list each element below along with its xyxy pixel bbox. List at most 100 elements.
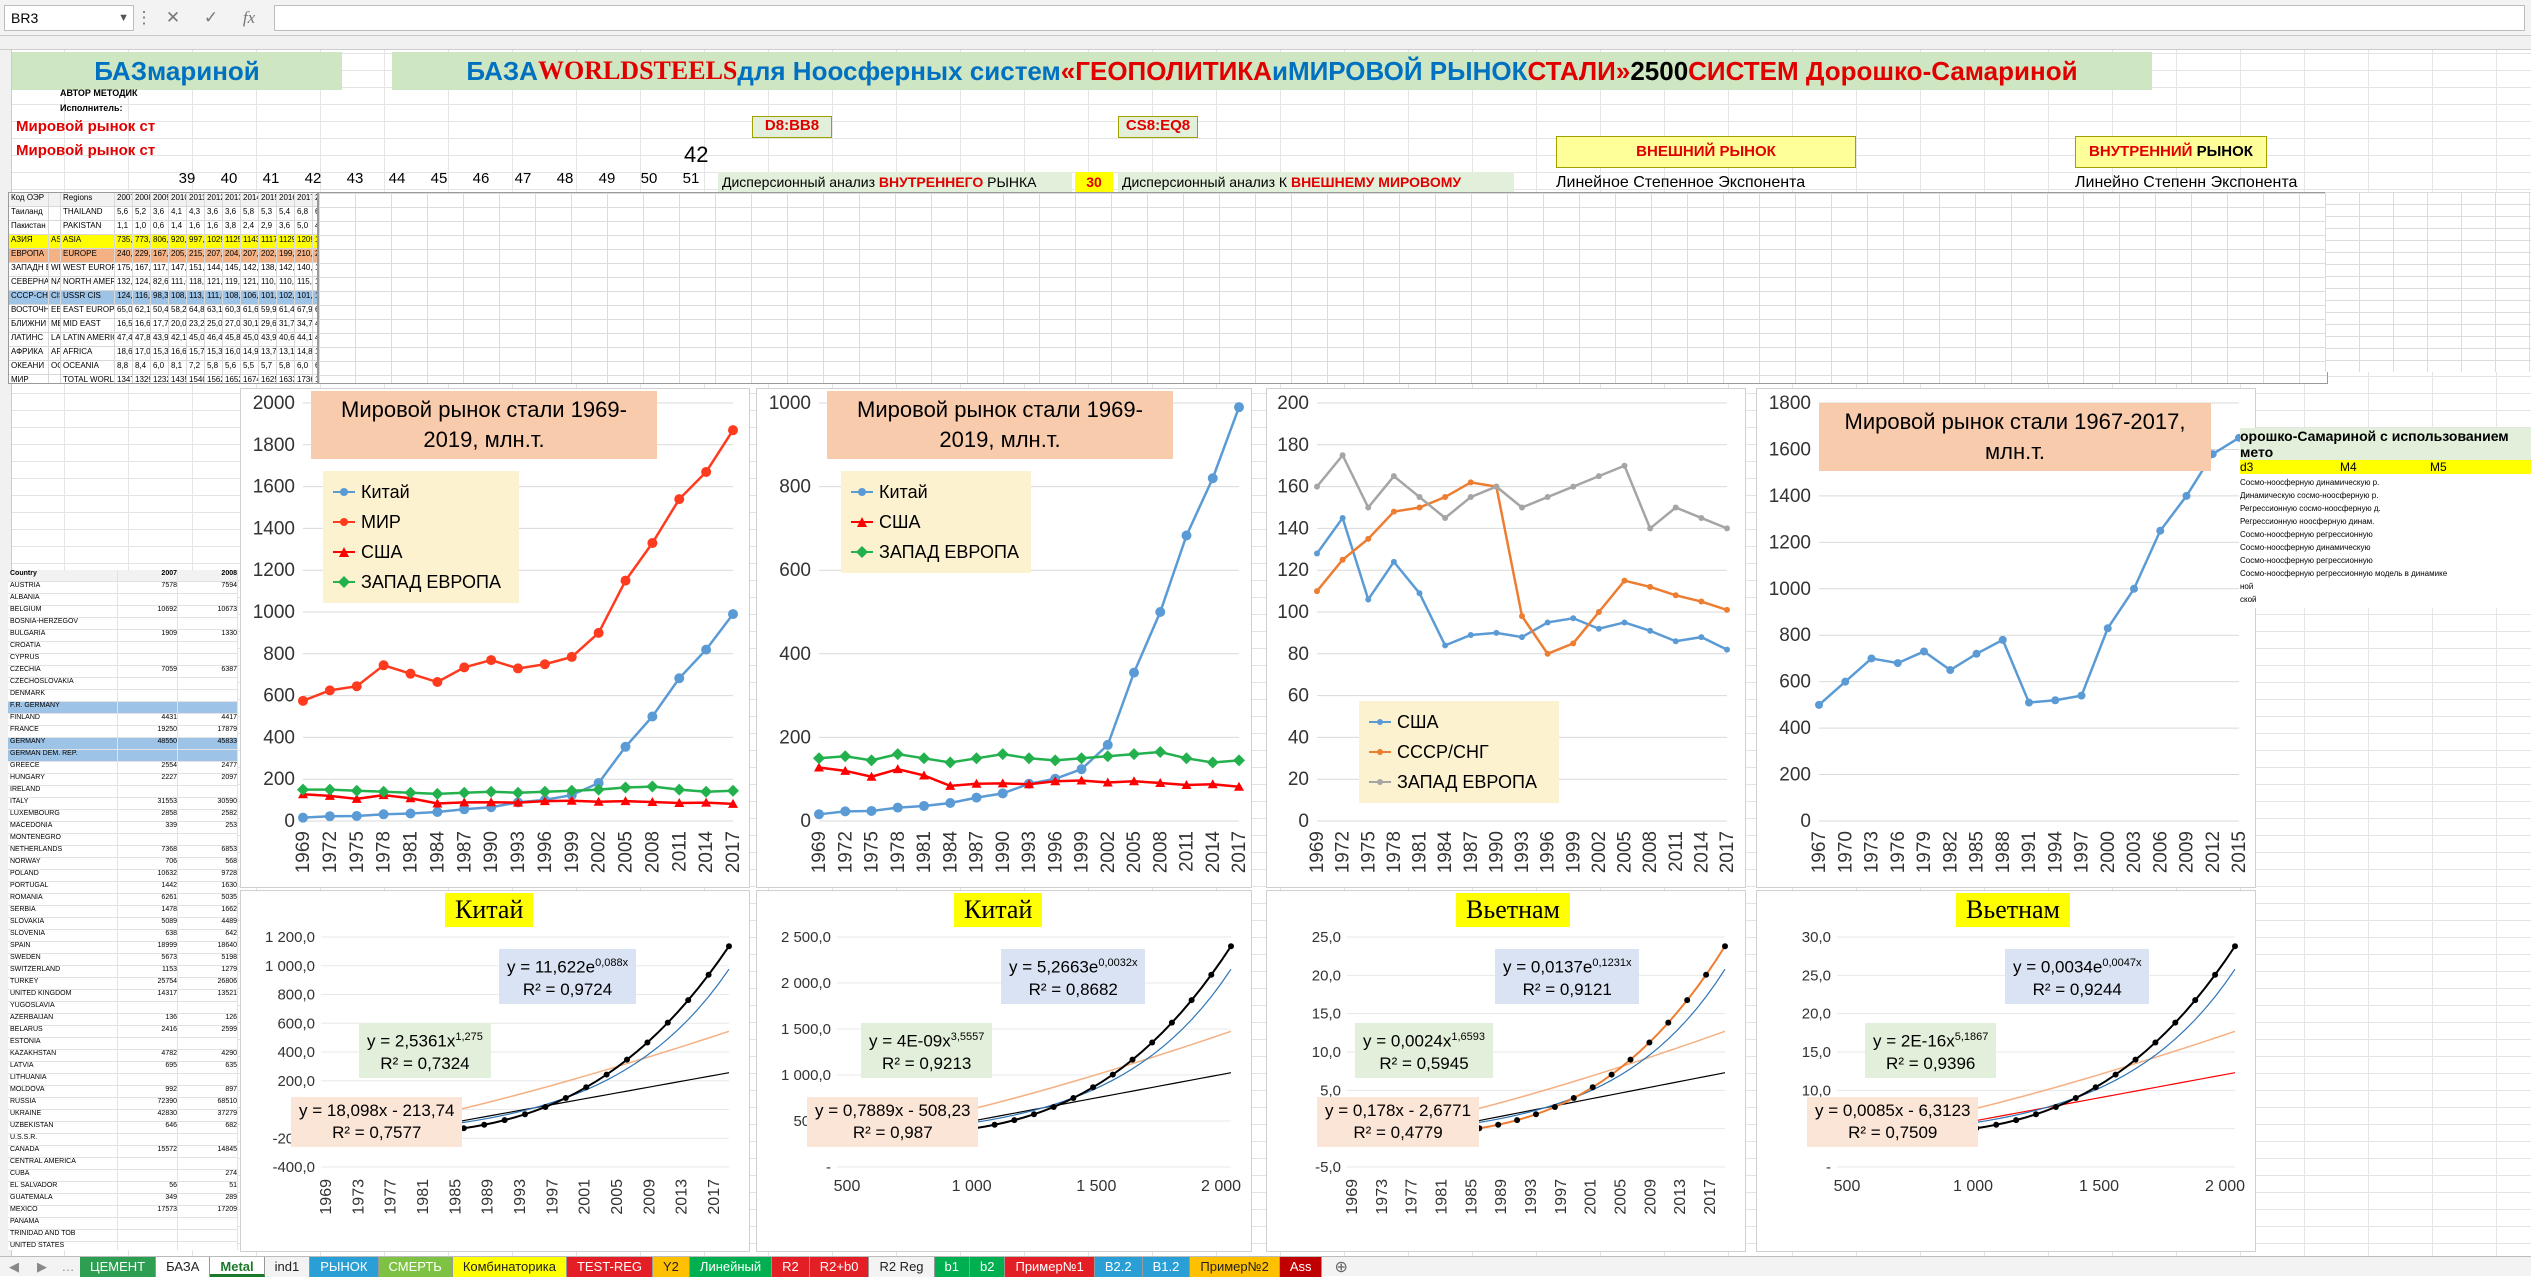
- list-cell[interactable]: PORTUGAL: [8, 882, 118, 893]
- list-cell[interactable]: IRELAND: [8, 786, 118, 797]
- table-cell[interactable]: 45,0: [241, 333, 259, 346]
- table-cell[interactable]: Пакистан: [9, 221, 49, 234]
- list-cell[interactable]: PANAMA: [8, 1218, 118, 1229]
- column-headers[interactable]: [0, 36, 2531, 50]
- list-cell[interactable]: 2227: [118, 774, 178, 785]
- list-item[interactable]: CZECHOSLOVAKIA: [8, 678, 238, 690]
- table-cell[interactable]: 142,5: [241, 263, 259, 276]
- list-item[interactable]: CUBA 274: [8, 1170, 238, 1182]
- list-cell[interactable]: [178, 618, 238, 629]
- list-cell[interactable]: POLAND: [8, 870, 118, 881]
- close-icon[interactable]: ✕: [165, 7, 181, 27]
- list-item[interactable]: MOLDOVA 992 897: [8, 1086, 238, 1098]
- list-cell[interactable]: [178, 1230, 238, 1241]
- list-cell[interactable]: SPAIN: [8, 942, 118, 953]
- sheet-tab[interactable]: БАЗА: [156, 1256, 211, 1277]
- sheet-tab[interactable]: B1.2: [1142, 1256, 1191, 1277]
- table-cell[interactable]: LATIN AMERICA: [61, 333, 115, 346]
- list-cell[interactable]: 10632: [118, 870, 178, 881]
- table-cell[interactable]: 2017: [295, 193, 313, 206]
- table-cell[interactable]: 210,7: [295, 249, 313, 262]
- list-cell[interactable]: 1279: [178, 966, 238, 977]
- table-cell[interactable]: 44,1: [295, 333, 313, 346]
- table-cell[interactable]: 8,1: [169, 361, 187, 374]
- list-cell[interactable]: 72390: [118, 1098, 178, 1109]
- table-cell[interactable]: 1825: [313, 375, 317, 383]
- list-cell[interactable]: 4782: [118, 1050, 178, 1061]
- list-cell[interactable]: 1909: [118, 630, 178, 641]
- table-cell[interactable]: 65,0: [115, 305, 133, 318]
- sheet-tab[interactable]: B2.2: [1094, 1256, 1143, 1277]
- list-cell[interactable]: 48550: [118, 738, 178, 749]
- table-cell[interactable]: 2007: [115, 193, 133, 206]
- table-cell[interactable]: 6,4: [313, 207, 317, 220]
- list-cell[interactable]: FINLAND: [8, 714, 118, 725]
- table-cell[interactable]: ОКЕАНИ: [9, 361, 49, 374]
- list-cell[interactable]: CZECHIA: [8, 666, 118, 677]
- list-cell[interactable]: Country: [8, 570, 118, 581]
- list-cell[interactable]: AUSTRIA: [8, 582, 118, 593]
- list-cell[interactable]: 1153: [118, 966, 178, 977]
- list-cell[interactable]: 5673: [118, 954, 178, 965]
- table-cell[interactable]: 15,7: [187, 347, 205, 360]
- chart-4[interactable]: 0 200 400 600 800 1000 1200 1400 1600 1800 1967 197…: [1756, 388, 2256, 888]
- table-row[interactable]: ВОСТОЧН EE EAST EUROPE 65,0 62,1 50,4 58,2 64,8…: [9, 305, 317, 319]
- list-cell[interactable]: [118, 702, 178, 713]
- list-cell[interactable]: 42830: [118, 1110, 178, 1121]
- list-cell[interactable]: 68510: [178, 1098, 238, 1109]
- table-cell[interactable]: 18,6: [115, 347, 133, 360]
- list-cell[interactable]: BELGIUM: [8, 606, 118, 617]
- list-cell[interactable]: F.R. GERMANY: [8, 702, 118, 713]
- list-item[interactable]: UNITED KINGDOM 14317 13521: [8, 990, 238, 1002]
- list-cell[interactable]: MOLDOVA: [8, 1086, 118, 1097]
- list-cell[interactable]: 1442: [118, 882, 178, 893]
- list-item[interactable]: BULGARIA 1909 1330: [8, 630, 238, 642]
- list-cell[interactable]: [118, 1134, 178, 1145]
- table-cell[interactable]: [49, 375, 61, 383]
- table-cell[interactable]: 145,9: [223, 263, 241, 276]
- table-cell[interactable]: 14,9: [241, 347, 259, 360]
- list-cell[interactable]: [118, 594, 178, 605]
- list-item[interactable]: CANADA 15572 14845: [8, 1146, 238, 1158]
- table-cell[interactable]: OCEANIA: [61, 361, 115, 374]
- list-cell[interactable]: 13521: [178, 990, 238, 1001]
- table-cell[interactable]: 5,6: [223, 361, 241, 374]
- table-cell[interactable]: 117,4: [151, 263, 169, 276]
- table-cell[interactable]: СЕВЕРНА: [9, 277, 49, 290]
- list-cell[interactable]: MONTENEGRO: [8, 834, 118, 845]
- table-cell[interactable]: 1652: [223, 375, 241, 383]
- list-cell[interactable]: 14845: [178, 1146, 238, 1157]
- list-item[interactable]: PORTUGAL 1442 1630: [8, 882, 238, 894]
- list-cell[interactable]: GERMANY: [8, 738, 118, 749]
- table-cell[interactable]: 1117,8: [259, 235, 277, 248]
- list-cell[interactable]: 126: [178, 1014, 238, 1025]
- table-cell[interactable]: 102,1: [277, 291, 295, 304]
- list-cell[interactable]: LITHUANIA: [8, 1074, 118, 1085]
- table-cell[interactable]: 229,3: [133, 249, 151, 262]
- table-cell[interactable]: 140,9: [295, 263, 313, 276]
- table-cell[interactable]: 209,5: [313, 249, 317, 262]
- list-cell[interactable]: 682: [178, 1122, 238, 1133]
- table-row[interactable]: СЕВЕРНАNANORTH AMERIC132,6124,582,6111,6…: [9, 277, 317, 291]
- table-cell[interactable]: ЛАТИНС: [9, 333, 49, 346]
- list-cell[interactable]: 274: [178, 1170, 238, 1181]
- list-cell[interactable]: GUATEMALA: [8, 1194, 118, 1205]
- table-cell[interactable]: 46,4: [205, 333, 223, 346]
- list-cell[interactable]: 642: [178, 930, 238, 941]
- sheet-tab[interactable]: Линейный: [689, 1256, 773, 1277]
- table-cell[interactable]: 1736: [295, 375, 313, 383]
- regression-chart-1[interactable]: 1 200,01 000,0800,0600,0400,0200,0--200,…: [240, 890, 750, 1252]
- table-cell[interactable]: NORTH AMERIC: [61, 277, 115, 290]
- list-item[interactable]: BELARUS 2416 2599: [8, 1026, 238, 1038]
- table-cell[interactable]: 2018: [313, 193, 317, 206]
- list-cell[interactable]: [178, 1038, 238, 1049]
- chevron-down-icon[interactable]: ▼: [118, 11, 129, 24]
- table-cell[interactable]: 151,5: [187, 263, 205, 276]
- list-cell[interactable]: [118, 834, 178, 845]
- table-row[interactable]: АЗИЯASASIA735,9773,0806,9920,3997,31029,…: [9, 235, 317, 249]
- list-cell[interactable]: [178, 834, 238, 845]
- list-cell[interactable]: 289: [178, 1194, 238, 1205]
- list-item[interactable]: SERBIA 1478 1662: [8, 906, 238, 918]
- list-cell[interactable]: TRINIDAD AND TOB: [8, 1230, 118, 1241]
